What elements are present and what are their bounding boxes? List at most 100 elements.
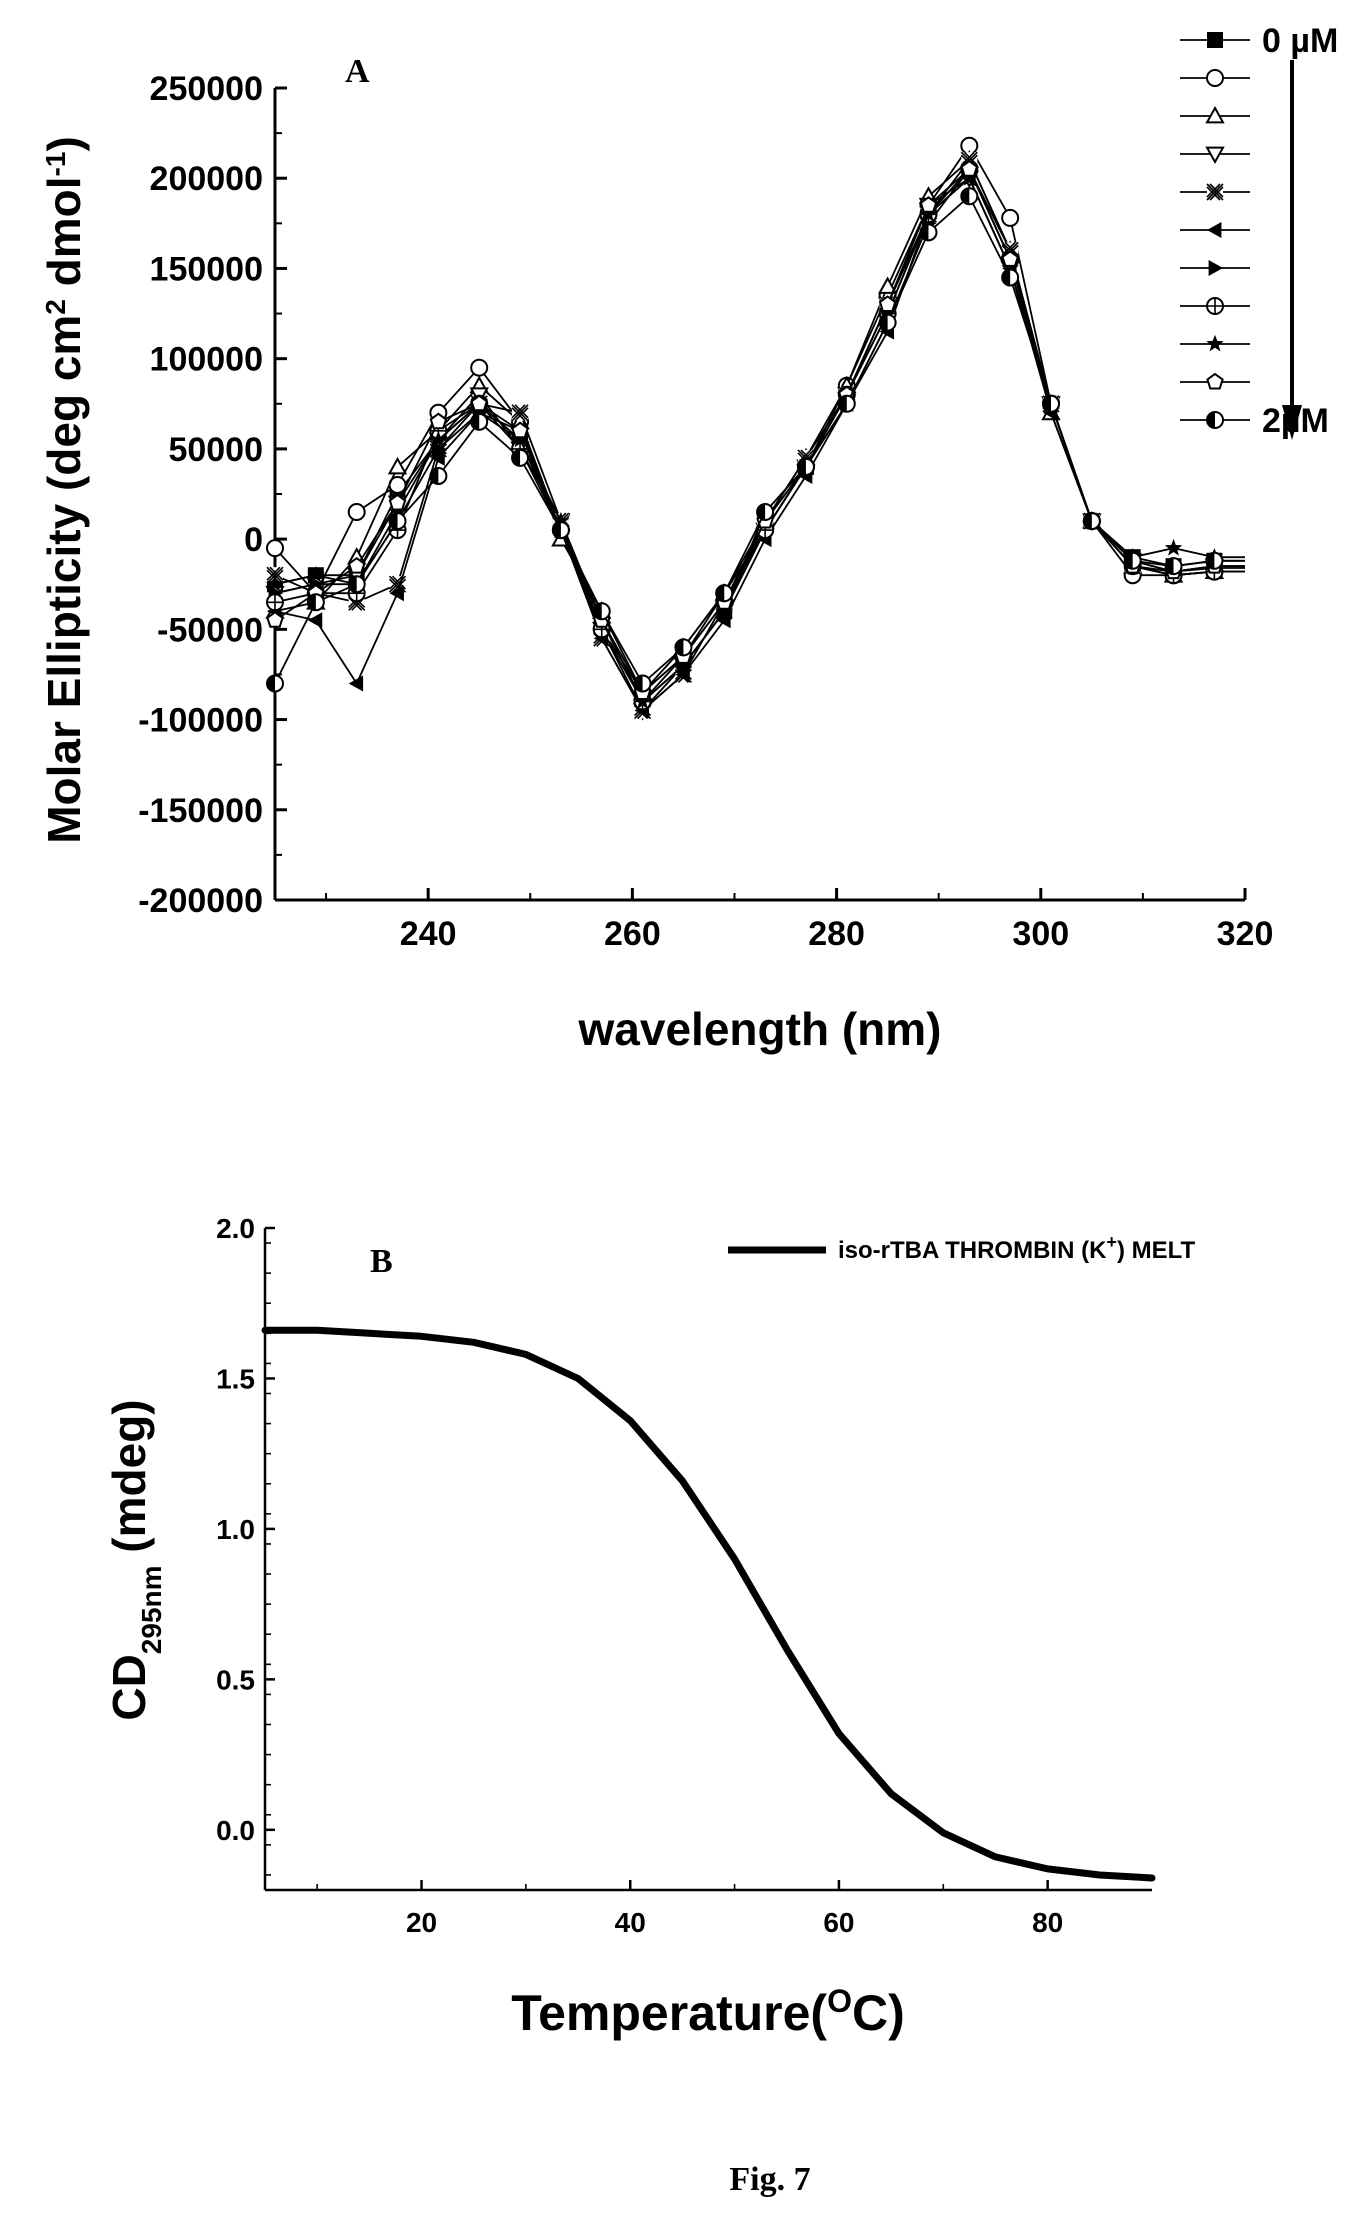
- data-point: [715, 602, 733, 619]
- legend-marker: [1207, 222, 1222, 238]
- legend-marker: [1206, 183, 1224, 201]
- data-point: [551, 521, 570, 540]
- data-point: [919, 223, 938, 242]
- y-tick-label: 0.0: [216, 1815, 255, 1846]
- data-point: [266, 611, 284, 628]
- series-11: [266, 187, 1245, 693]
- legend-arrow-head: [1282, 405, 1302, 440]
- series-5: [266, 151, 1245, 720]
- data-point: [1001, 268, 1020, 287]
- data-point: [429, 466, 448, 485]
- legend-marker: [1206, 69, 1224, 87]
- data-point: [388, 493, 407, 511]
- data-point: [1001, 208, 1020, 227]
- y-axis-title: CD295nm (mdeg): [103, 1399, 167, 1720]
- legend-marker: [1206, 372, 1224, 390]
- data-point: [674, 656, 693, 673]
- data-point: [633, 674, 652, 693]
- series-7: [268, 161, 1245, 710]
- series-8: [266, 160, 1245, 711]
- data-point: [878, 295, 897, 312]
- series-10: [266, 159, 1245, 700]
- data-point: [307, 612, 323, 629]
- series-line: [274, 167, 1245, 704]
- data-point: [552, 511, 570, 529]
- x-tick-label: 80: [1032, 1907, 1063, 1938]
- data-point: [1123, 551, 1142, 570]
- data-point: [837, 394, 856, 413]
- data-point: [348, 675, 364, 692]
- x-tick-label: 40: [615, 1907, 646, 1938]
- y-tick-label: 2.0: [216, 1213, 255, 1244]
- data-point: [960, 187, 979, 206]
- x-tick-label: 20: [406, 1907, 437, 1938]
- legend-label: iso-rTBA THROMBIN (K+) MELT: [838, 1232, 1195, 1264]
- data-point: [1042, 394, 1060, 413]
- panel-label-b: B: [370, 1243, 393, 1280]
- data-point: [388, 512, 407, 531]
- series-line: [274, 167, 1245, 703]
- legend: 0 µM2µM: [1180, 22, 1338, 440]
- x-tick-label: 320: [1217, 915, 1274, 953]
- series-line: [274, 167, 1245, 694]
- data-point: [470, 358, 489, 377]
- data-point: [347, 503, 366, 522]
- series-line: [274, 167, 1245, 703]
- data-point: [1164, 557, 1183, 576]
- data-point: [1001, 259, 1019, 276]
- data-point: [919, 196, 938, 213]
- series-line: [274, 194, 1245, 685]
- y-tick-label: 100000: [150, 341, 263, 379]
- data-point: [511, 404, 529, 422]
- y-tick-label: -150000: [138, 792, 263, 830]
- series-line: [274, 158, 1245, 712]
- data-point: [633, 692, 652, 709]
- data-point: [347, 575, 366, 594]
- data-point: [347, 556, 366, 574]
- series-1: [267, 161, 1245, 710]
- y-tick-label: 1.5: [216, 1363, 255, 1394]
- data-point: [470, 394, 488, 412]
- series-4: [265, 170, 1245, 721]
- legend-marker: [1206, 297, 1224, 315]
- data-point: [715, 584, 734, 603]
- chart-panel-a: 250000 200000 150000 100000 50000 0 -50000 -100…: [38, 22, 1338, 1055]
- figure-caption: Fig. 7: [729, 2161, 810, 2198]
- data-point: [429, 430, 448, 448]
- melt-curve: [261, 1326, 1156, 1882]
- data-point: [796, 457, 815, 476]
- chart-panel-b: 2.0 1.5 1.0 0.5 0.0 20 40 60 80 Temperature(OC) CD…: [103, 1213, 1195, 2041]
- y-tick-label: -50000: [157, 611, 263, 649]
- data-point: [1164, 538, 1183, 556]
- data-point: [429, 412, 448, 430]
- legend-marker: [1206, 334, 1224, 352]
- data-point: [470, 412, 489, 431]
- series-3: [265, 150, 1245, 700]
- y-tick-label: 0.5: [216, 1664, 255, 1695]
- series-line: [274, 176, 1245, 703]
- data-point: [511, 430, 529, 448]
- y-tick-label: -200000: [138, 882, 263, 920]
- legend-marker: [1205, 105, 1225, 124]
- series-6: [267, 170, 1245, 719]
- data-point: [511, 421, 529, 439]
- x-tick-label: 300: [1012, 915, 1069, 953]
- y-tick-label: 0: [244, 521, 263, 559]
- data-point: [919, 205, 938, 222]
- x-axis-title: Temperature(OC): [511, 1983, 904, 2041]
- x-tick-label: 280: [808, 915, 865, 953]
- legend-marker: [1207, 32, 1223, 48]
- series-line: [274, 144, 1245, 694]
- data-point: [756, 503, 775, 522]
- x-tick-label: 240: [400, 915, 457, 953]
- y-tick-label: -100000: [138, 702, 263, 740]
- data-point: [511, 448, 530, 467]
- data-point: [388, 502, 407, 520]
- legend: iso-rTBA THROMBIN (K+) MELT: [728, 1232, 1195, 1264]
- data-point: [266, 593, 284, 612]
- data-point: [1082, 512, 1101, 531]
- panel-label-a: A: [345, 53, 370, 90]
- series-line: [274, 158, 1245, 695]
- series-9: [266, 169, 1245, 709]
